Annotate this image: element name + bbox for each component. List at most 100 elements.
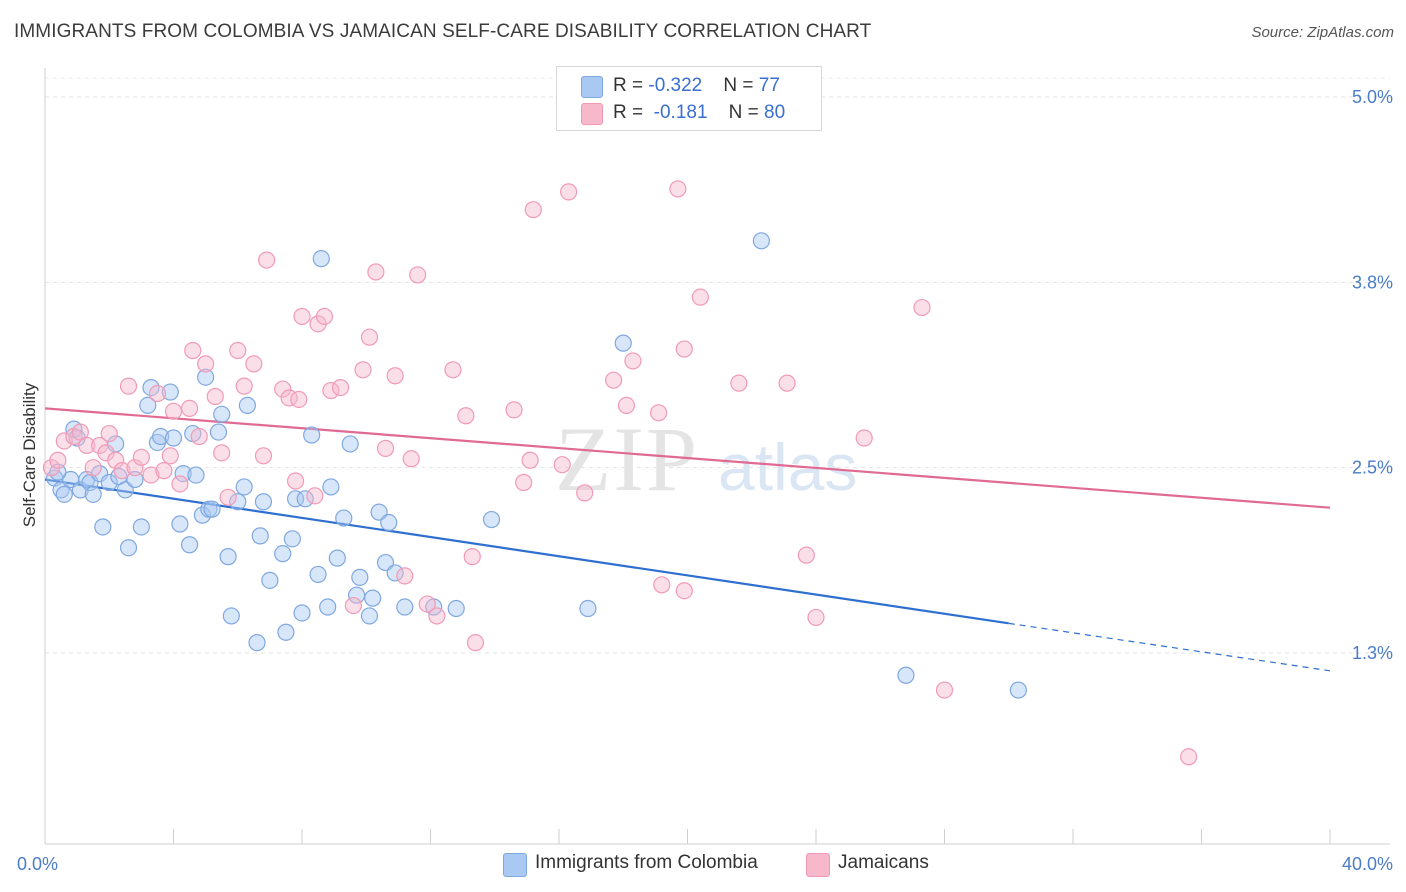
point-colombia <box>213 405 231 423</box>
point-jamaicans <box>367 263 385 281</box>
point-jamaicans <box>197 355 215 373</box>
point-jamaicans <box>161 447 179 465</box>
trend-line-jamaicans <box>44 407 1331 509</box>
point-jamaicans <box>466 634 485 652</box>
r-value-jamaicans: -0.181 <box>648 102 708 123</box>
point-jamaicans <box>258 251 276 269</box>
chart-title: IMMIGRANTS FROM COLOMBIA VS JAMAICAN SEL… <box>14 21 872 42</box>
point-jamaicans <box>553 456 571 474</box>
r-value-colombia: -0.322 <box>648 75 703 96</box>
point-jamaicans <box>229 341 247 360</box>
point-jamaicans <box>126 459 144 477</box>
source-label: Source: ZipAtlas.com <box>1251 24 1394 41</box>
point-jamaicans <box>100 424 118 443</box>
point-colombia <box>209 423 228 441</box>
point-colombia <box>55 485 73 503</box>
point-jamaicans <box>164 402 183 420</box>
point-colombia <box>322 478 340 496</box>
axes <box>44 68 1390 845</box>
legend-swatch-jamaicans <box>581 103 603 125</box>
point-jamaicans <box>322 381 340 400</box>
point-jamaicans <box>515 473 533 492</box>
point-colombia <box>579 599 597 618</box>
point-colombia <box>139 396 157 414</box>
point-colombia <box>229 493 247 511</box>
correlation-legend: R = -0.322 N = 77 R = -0.181 N = 80 <box>556 66 822 131</box>
point-jamaicans <box>84 459 102 477</box>
point-colombia <box>319 598 337 616</box>
point-colombia <box>142 379 160 397</box>
point-jamaicans <box>119 377 138 395</box>
point-jamaicans <box>354 361 372 379</box>
point-jamaicans <box>315 307 334 326</box>
y-tick-label: 1.3% <box>1352 643 1393 663</box>
tick-labels: 1.3% 2.5% 3.8% 5.0% 0.0% 40.0% <box>17 87 1393 874</box>
point-jamaicans <box>1180 748 1198 766</box>
point-colombia <box>180 536 199 554</box>
point-jamaicans <box>142 466 160 484</box>
watermark-atlas: atlas <box>718 430 857 504</box>
point-jamaicans <box>730 374 748 392</box>
data-points <box>42 180 1198 766</box>
point-jamaicans <box>290 390 308 409</box>
point-jamaicans <box>245 355 263 373</box>
point-jamaicans <box>219 488 237 506</box>
point-jamaicans <box>576 484 594 502</box>
point-jamaicans <box>505 401 523 419</box>
r-label: R = <box>613 102 649 123</box>
point-jamaicans <box>605 371 623 389</box>
point-jamaicans <box>396 567 414 585</box>
point-colombia <box>100 473 118 492</box>
point-jamaicans <box>254 447 273 465</box>
point-jamaicans <box>444 361 462 379</box>
point-colombia <box>396 598 414 616</box>
point-jamaicans <box>235 377 253 395</box>
legend-swatch-colombia <box>581 76 603 98</box>
x-tick-label: 40.0% <box>1342 854 1393 874</box>
point-colombia <box>312 250 330 268</box>
point-colombia <box>238 396 256 414</box>
point-colombia <box>293 604 311 622</box>
watermark-zip: ZIP <box>555 408 699 510</box>
point-colombia <box>248 634 266 652</box>
point-colombia <box>482 510 501 529</box>
point-jamaicans <box>113 462 131 480</box>
point-jamaicans <box>624 352 642 370</box>
point-colombia <box>360 607 379 625</box>
point-jamaicans <box>190 427 208 446</box>
point-colombia <box>164 429 183 447</box>
watermark: ZIP atlas <box>555 408 857 510</box>
legend-label-jamaicans: Jamaicans <box>838 852 929 873</box>
point-colombia <box>614 334 632 352</box>
point-jamaicans <box>286 472 305 490</box>
point-jamaicans <box>560 183 578 201</box>
point-jamaicans <box>306 487 324 505</box>
point-colombia <box>235 478 253 496</box>
point-jamaicans <box>49 451 67 469</box>
point-colombia <box>283 530 301 548</box>
point-jamaicans <box>797 546 815 564</box>
point-colombia <box>203 500 221 518</box>
point-colombia <box>152 427 170 446</box>
point-jamaicans <box>171 475 189 493</box>
point-jamaicans <box>409 266 427 284</box>
legend-label-colombia: Immigrants from Colombia <box>535 852 758 873</box>
legend-swatch-jamaicans <box>806 853 830 877</box>
point-jamaicans <box>78 436 96 455</box>
point-jamaicans <box>428 607 446 625</box>
point-jamaicans <box>913 298 931 317</box>
point-colombia <box>222 607 240 625</box>
point-colombia <box>187 466 205 484</box>
r-label: R = <box>613 75 649 96</box>
point-jamaicans <box>184 341 202 360</box>
point-jamaicans <box>653 576 671 594</box>
point-jamaicans <box>935 681 954 699</box>
point-colombia <box>1009 681 1027 699</box>
point-colombia <box>286 490 305 508</box>
point-colombia <box>447 599 465 618</box>
point-colombia <box>251 527 269 545</box>
point-jamaicans <box>293 307 311 326</box>
point-colombia <box>335 509 353 527</box>
point-colombia <box>296 490 314 508</box>
